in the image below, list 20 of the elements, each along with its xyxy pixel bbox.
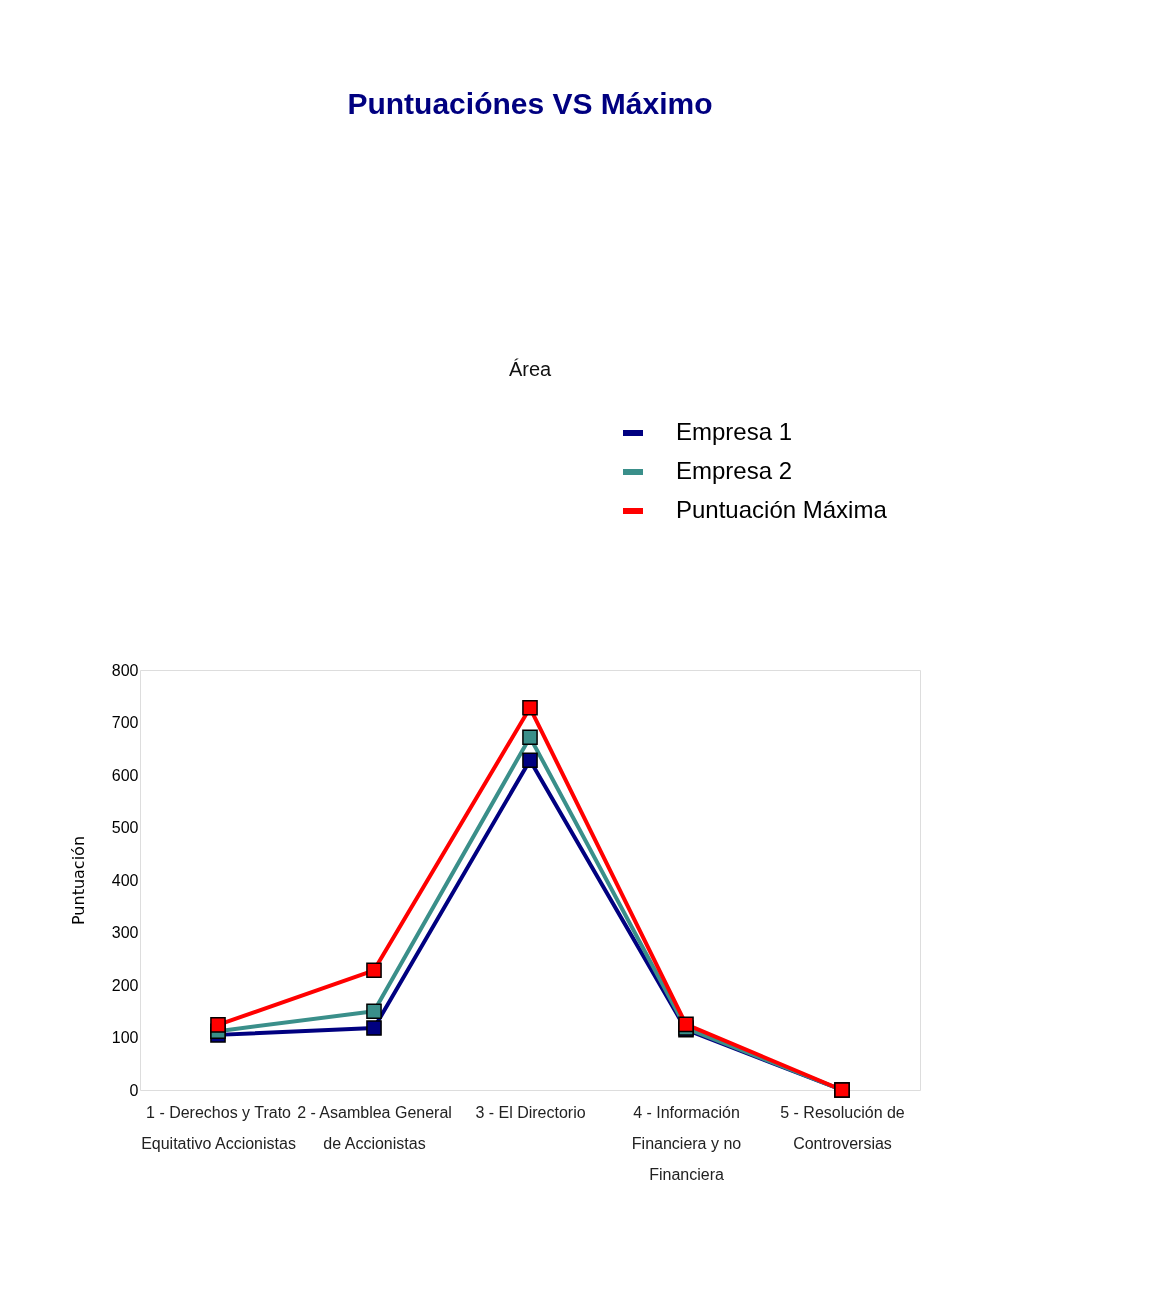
y-tick-label: 200	[111, 976, 139, 994]
chart-subtitle: Área	[508, 358, 552, 380]
legend-label: Puntuación Máxima	[676, 496, 888, 523]
y-tick-label: 300	[111, 924, 139, 941]
y-axis-title: Puntuación	[68, 835, 88, 926]
y-tick-label: 600	[111, 766, 139, 784]
y-tick-label: 0	[129, 1081, 139, 1099]
legend-label: Empresa 2	[676, 457, 793, 484]
y-tick-label: 400	[111, 871, 139, 889]
y-tick-label: 500	[111, 819, 139, 836]
x-tick-label: 2 - Asamblea General de Accionistas	[297, 1103, 452, 1152]
chart-title: Puntuaciónes VS Máximo	[347, 87, 713, 120]
x-tick-label: 5 - Resolución de Controversias	[780, 1103, 905, 1152]
y-tick-label: 100	[111, 1029, 139, 1046]
y-tick-label: 800	[111, 661, 139, 679]
x-tick-label: 1 - Derechos y Trato Equitativo Accionistas	[141, 1103, 296, 1152]
x-tick-label: 3 - El Directorio	[475, 1103, 586, 1121]
legend-label: Empresa 1	[676, 418, 793, 445]
x-tick-label: 4 - Información Financiera y no Financiera	[631, 1103, 742, 1183]
y-tick-label: 700	[111, 714, 139, 731]
